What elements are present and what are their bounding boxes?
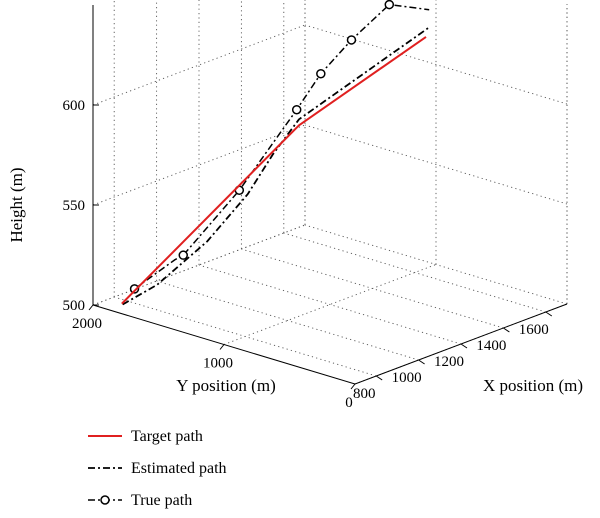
y-tick-label: 0: [345, 395, 353, 411]
z-axis-label: Height (m): [7, 167, 26, 242]
true-path-marker: [291, 104, 302, 115]
series-line-target-path: [121, 36, 427, 305]
y-tick-mark: [219, 344, 225, 350]
legend-target-label: Target path: [131, 428, 203, 445]
floor-grid-x: [283, 232, 546, 313]
x-tick-label: 1000: [392, 370, 422, 386]
data-series: [121, 0, 430, 306]
x-axis-label: X position (m): [483, 376, 583, 395]
y-tick-label: 2000: [72, 316, 102, 332]
back-wall-grid-z: [304, 24, 568, 105]
grid-lines: [92, 0, 568, 385]
back-wall-grid-z: [304, 124, 568, 205]
floor-grid-x: [156, 280, 419, 361]
z-tick-label: 600: [63, 98, 86, 114]
legend-estimated-label: Estimated path: [131, 460, 227, 477]
y-tick-mark: [88, 304, 94, 311]
true-path-marker: [178, 250, 188, 260]
z-tick-label: 550: [63, 198, 86, 214]
floor-grid-x: [198, 264, 462, 345]
y-axis-label: Y position (m): [176, 376, 275, 395]
legend-true-label: True path: [131, 492, 192, 509]
axes: [88, 5, 568, 390]
back-wall-grid-z: [304, 224, 568, 305]
true-path-marker: [384, 0, 395, 10]
series-line-estimated-path: [122, 27, 429, 306]
x-tick-mark: [460, 343, 468, 349]
true-path-marker: [346, 35, 357, 45]
x-tick-label: 1400: [476, 338, 506, 354]
true-path-marker: [129, 284, 140, 294]
x-tick-mark: [418, 359, 425, 365]
legend: Target path Estimated path True path: [88, 428, 227, 509]
x-tick-label: 1200: [434, 354, 464, 370]
z-tick-label: 500: [63, 298, 86, 314]
y-tick-label: 1000: [203, 356, 233, 372]
x-tick-label: 800: [353, 386, 376, 402]
legend-true-marker: [100, 495, 110, 505]
x-tick-mark: [545, 311, 553, 317]
x-tick-label: 1600: [519, 322, 549, 338]
x-tick-mark: [375, 375, 383, 381]
true-path-marker: [316, 68, 326, 79]
x-tick-mark: [503, 327, 510, 333]
tick-labels: 800 1000 1200 1400 1600 0 1000 2000 500 550 600: [63, 98, 549, 411]
y-tick-mark: [350, 383, 356, 390]
